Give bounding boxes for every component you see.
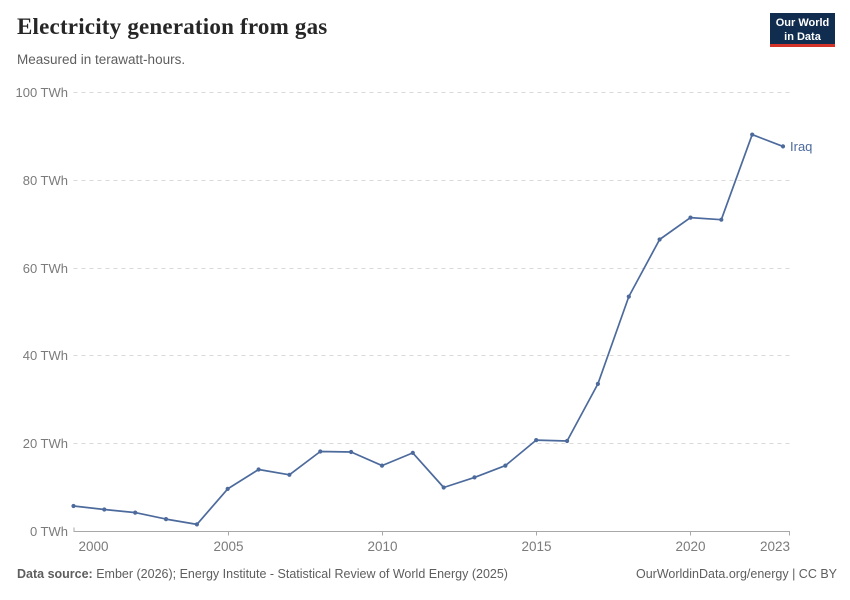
data-point[interactable]: [441, 485, 446, 490]
page-title: Electricity generation from gas: [17, 14, 328, 39]
y-tick-label: 0 TWh: [30, 524, 68, 539]
x-tick-label: 2010: [367, 539, 397, 554]
x-tick-label: 2015: [521, 539, 551, 554]
data-point[interactable]: [163, 517, 169, 522]
data-source-label: Data source:: [17, 567, 93, 581]
data-point[interactable]: [133, 510, 138, 515]
y-tick-label: 20 TWh: [23, 436, 68, 451]
owid-logo-line2: in Data: [784, 30, 821, 43]
owid-license-link[interactable]: OurWorldinData.org/energy | CC BY: [635, 567, 837, 581]
data-point[interactable]: [256, 467, 261, 472]
data-point[interactable]: [750, 132, 755, 137]
data-point[interactable]: [102, 507, 107, 512]
data-point[interactable]: [626, 294, 631, 299]
data-point[interactable]: [349, 449, 354, 455]
y-tick-label: 60 TWh: [23, 261, 68, 276]
data-point[interactable]: [688, 215, 693, 220]
data-point[interactable]: [379, 463, 385, 468]
data-point[interactable]: [780, 144, 786, 149]
chart-subtitle: Measured in terawatt-hours.: [17, 52, 186, 67]
data-point[interactable]: [595, 381, 601, 386]
data-point[interactable]: [503, 463, 508, 468]
chart-footer: Data source: Ember (2026); Energy Instit…: [17, 567, 837, 581]
x-tick-label: 2023: [760, 539, 790, 554]
data-line-iraq: [72, 133, 784, 526]
data-point[interactable]: [318, 449, 323, 454]
x-tick-label: 2000: [79, 539, 109, 554]
x-tick-label: 2005: [213, 539, 243, 554]
data-point[interactable]: [71, 503, 76, 509]
data-point[interactable]: [657, 237, 662, 242]
data-point[interactable]: [410, 450, 415, 455]
y-tick-label: 100 TWh: [15, 85, 68, 100]
data-point[interactable]: [472, 475, 477, 480]
owid-logo-line1: Our World: [775, 17, 830, 29]
data-source-text: Ember (2026); Energy Institute - Statist…: [92, 567, 508, 581]
y-tick-label: 80 TWh: [23, 173, 68, 188]
data-point[interactable]: [194, 522, 199, 527]
owid-logo[interactable]: Our World in Data: [770, 13, 835, 47]
x-tick-label: 2020: [675, 539, 705, 554]
data-point[interactable]: [719, 217, 724, 222]
series-end-label[interactable]: Iraq: [790, 139, 812, 154]
y-tick-label: 40 TWh: [23, 348, 68, 363]
data-source-note: Data source: Ember (2026); Energy Instit…: [17, 567, 508, 581]
data-point[interactable]: [225, 486, 230, 491]
data-point[interactable]: [287, 472, 292, 477]
data-point[interactable]: [534, 438, 539, 443]
data-point[interactable]: [565, 438, 570, 444]
